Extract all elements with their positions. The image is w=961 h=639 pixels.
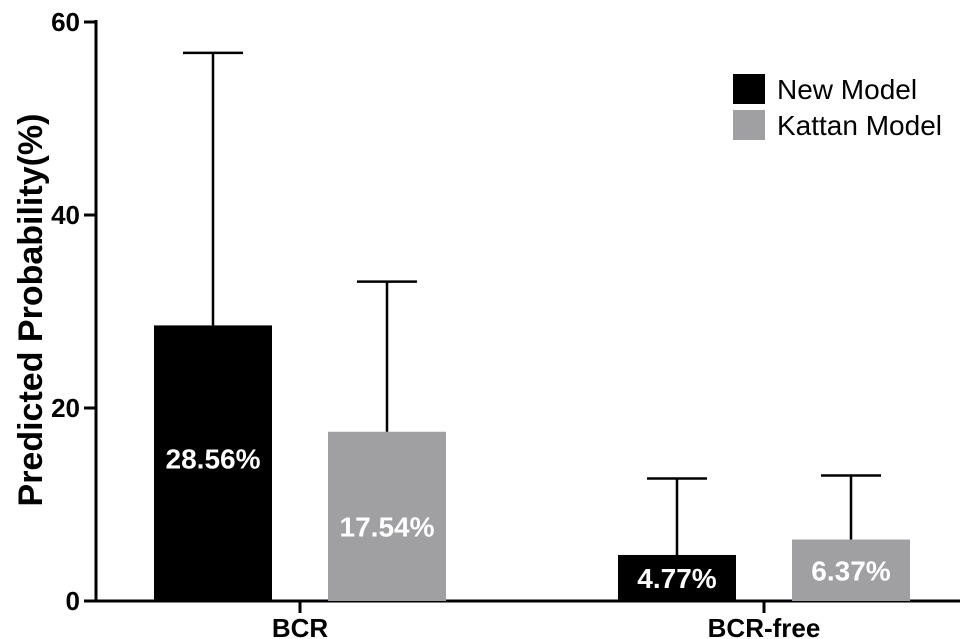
y-tick-label: 60 — [51, 7, 80, 37]
y-tick-label: 20 — [51, 393, 80, 423]
x-category-label: BCR — [272, 613, 329, 639]
data-label: 6.37% — [811, 555, 890, 586]
legend-swatch — [733, 74, 765, 104]
data-label: 17.54% — [340, 512, 435, 543]
x-category-label: BCR-free — [708, 613, 821, 639]
bars — [154, 325, 910, 601]
bar — [792, 539, 910, 601]
x-axis: BCR BCR-free — [96, 599, 960, 639]
data-label: 28.56% — [166, 444, 261, 475]
y-axis: 0 20 40 60 — [51, 7, 98, 616]
data-labels: 28.56% 4.77% 17.54% 6.37% — [166, 444, 891, 594]
bar — [154, 325, 272, 601]
data-label: 4.77% — [637, 563, 716, 594]
y-tick-label: 0 — [66, 586, 80, 616]
bar — [618, 554, 736, 601]
legend: New Model Kattan Model — [733, 74, 942, 141]
legend-label: Kattan Model — [777, 110, 942, 141]
legend-label: New Model — [777, 74, 917, 105]
legend-swatch — [733, 110, 765, 140]
y-axis-label: Predicted Probability(%) — [12, 114, 50, 507]
error-bars — [183, 51, 881, 555]
bar — [328, 431, 446, 601]
y-tick-label: 40 — [51, 200, 80, 230]
